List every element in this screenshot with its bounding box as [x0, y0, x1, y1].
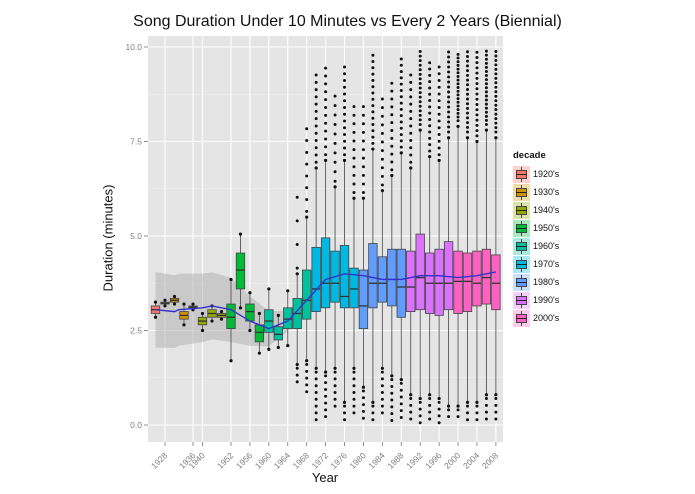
legend-item: 1970's — [513, 255, 559, 273]
legend-label: 1920's — [533, 169, 560, 179]
legend-item: 1920's — [513, 165, 559, 183]
smooth-line — [155, 271, 497, 330]
legend-key-icon — [513, 273, 530, 291]
y-tick-label: 2.5 — [130, 326, 142, 336]
boxplot-1996 — [434, 65, 444, 425]
boxplot-1956 — [245, 291, 255, 333]
boxplot-1992 — [415, 50, 425, 425]
chart-title: Song Duration Under 10 Minutes vs Every … — [133, 13, 562, 30]
x-tick-label: 2008 — [480, 450, 501, 471]
legend-label: 1990's — [533, 295, 560, 305]
legend-key-icon — [513, 219, 530, 237]
x-tick-label: 1960 — [253, 450, 274, 471]
legend-label: 1980's — [533, 277, 560, 287]
legend-label: 1970's — [533, 259, 560, 269]
x-tick-label: 1984 — [366, 450, 387, 471]
boxplot-1966 — [292, 195, 302, 384]
boxplot-2002 — [462, 50, 473, 422]
boxplot-1964 — [283, 289, 293, 348]
legend-key-icon — [513, 237, 530, 255]
x-tick-label: 1964 — [272, 450, 293, 471]
boxplot-1954 — [235, 232, 246, 310]
boxplot-1928 — [160, 298, 170, 308]
boxplot-1958 — [254, 311, 265, 355]
boxplot-1998 — [443, 50, 454, 419]
boxplot-1988 — [396, 57, 406, 419]
x-axis-label: Year — [311, 470, 339, 485]
legend-item: 1980's — [513, 273, 559, 291]
y-tick-label: 5.0 — [130, 231, 142, 241]
legend: decade 1920's 1930's 1940's 1950's 1960's 197… — [513, 150, 559, 327]
boxplot-2006 — [481, 49, 492, 421]
boxplot-1962 — [273, 313, 283, 350]
legend-label: 1930's — [533, 187, 560, 197]
x-tick-label: 1972 — [310, 450, 331, 471]
x-tick-label: 2004 — [461, 450, 482, 471]
legend-item: 2000's — [513, 309, 559, 327]
boxplot-1968 — [302, 127, 312, 394]
legend-item: 1990's — [513, 291, 559, 309]
boxplot-1972 — [320, 66, 331, 419]
legend-item: 1960's — [513, 237, 559, 255]
boxplot-1932 — [179, 302, 189, 327]
legend-item: 1930's — [513, 183, 559, 201]
legend-label: 1950's — [533, 223, 560, 233]
legend-label: 1940's — [533, 205, 560, 215]
legend-key-icon — [513, 309, 530, 327]
legend-key-icon — [513, 201, 530, 219]
x-tick-label: 1976 — [328, 450, 349, 471]
y-tick-label: 7.5 — [130, 137, 142, 147]
boxplot-1950 — [216, 310, 227, 321]
x-tick-label: 1968 — [291, 450, 312, 471]
y-tick-label: 0.0 — [130, 420, 142, 430]
boxplot-2000 — [453, 52, 463, 419]
x-tick-label: 1928 — [149, 450, 170, 471]
legend-label: 1960's — [533, 241, 560, 251]
legend-key-icon — [513, 183, 530, 201]
boxplot-1986 — [387, 81, 397, 422]
legend-key-icon — [513, 165, 530, 183]
x-tick-label: 1980 — [347, 450, 368, 471]
boxplot-1982 — [368, 53, 378, 422]
boxplot-1980 — [358, 105, 369, 420]
legend-items: 1920's 1930's 1940's 1950's 1960's 1970's 1980… — [513, 165, 559, 327]
legend-key-icon — [513, 291, 530, 309]
legend-key-icon — [513, 255, 530, 273]
boxplot-1978 — [349, 105, 359, 415]
boxplot-1940 — [197, 311, 208, 333]
legend-item: 1940's — [513, 201, 559, 219]
boxplot-2004 — [472, 50, 482, 422]
x-tick-label: 1996 — [423, 450, 444, 471]
x-tick-label: 1988 — [385, 450, 406, 471]
boxplot-1930 — [169, 294, 180, 306]
x-tick-label: 1992 — [404, 450, 425, 471]
legend-label: 2000's — [533, 313, 560, 323]
boxplot-1952 — [226, 277, 236, 363]
boxplot-1990 — [406, 73, 416, 421]
boxplot-1960 — [264, 287, 274, 351]
boxplot-1976 — [339, 65, 350, 422]
x-tick-label: 1956 — [234, 450, 255, 471]
legend-title: decade — [513, 150, 546, 161]
x-tick-label: 2000 — [442, 450, 463, 471]
x-tick-label: 1952 — [215, 450, 236, 471]
y-tick-label: 10.0 — [125, 42, 142, 52]
boxplot-1970 — [311, 73, 321, 422]
boxplot-2008 — [491, 49, 501, 421]
legend-item: 1950's — [513, 219, 559, 237]
